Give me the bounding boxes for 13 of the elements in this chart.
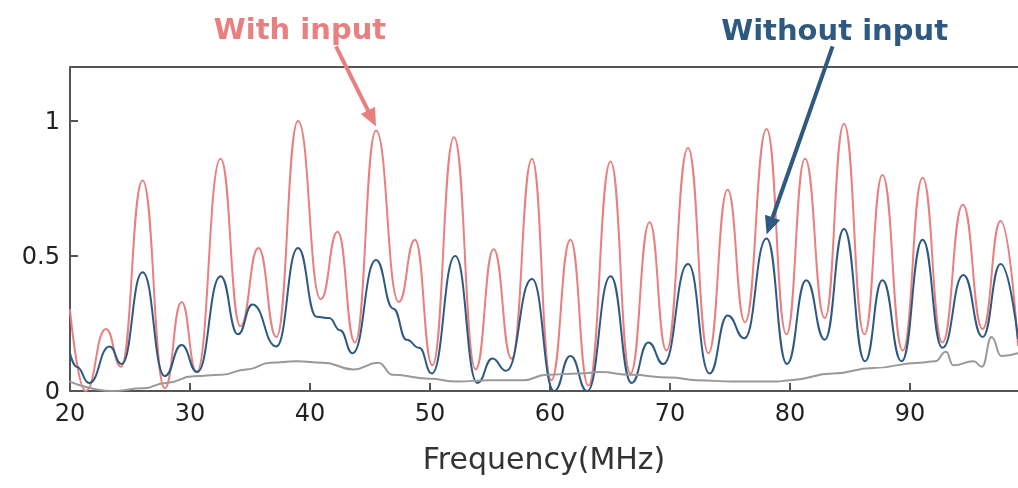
x-tick-label: 80 (774, 399, 806, 427)
x-axis-title: Frequency(MHz) (422, 440, 666, 476)
text: With input (213, 12, 387, 47)
y-tick-label: 1 (44, 107, 60, 135)
x-tick-label: 20 (54, 399, 86, 427)
x-tick-label: 50 (414, 399, 446, 427)
x-tick-label: 40 (294, 399, 326, 427)
x-tick-label: 90 (894, 399, 926, 427)
text: Without input (721, 13, 949, 48)
x-tick-label: 60 (534, 399, 566, 427)
x-tick-label: 70 (654, 399, 686, 427)
y-tick-label: 0.5 (21, 242, 60, 270)
x-tick-label: 30 (174, 399, 206, 427)
